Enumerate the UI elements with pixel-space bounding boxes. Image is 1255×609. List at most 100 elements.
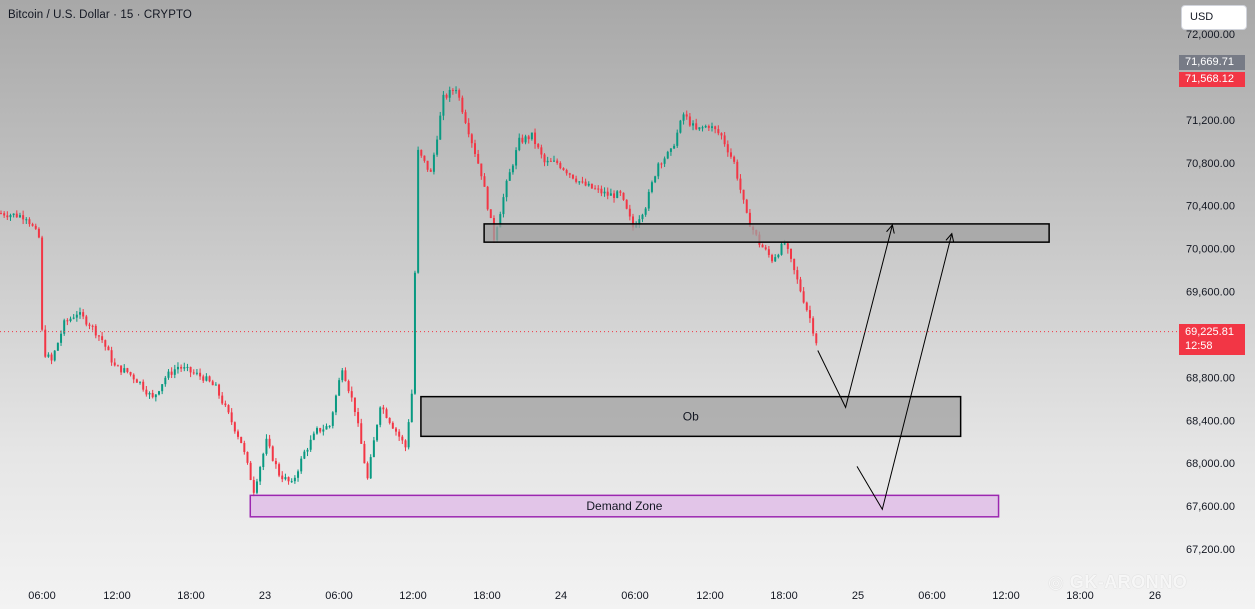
candle-body: [537, 144, 540, 148]
candle-body: [395, 428, 397, 432]
candle-body: [647, 191, 650, 209]
candle-body: [338, 380, 341, 396]
candle-body: [707, 126, 710, 128]
candle-body: [186, 366, 189, 368]
candle-body: [603, 191, 606, 194]
x-tick-label: 06:00: [918, 590, 946, 602]
candle-body: [237, 431, 239, 437]
candle-body: [571, 174, 574, 179]
candle-body: [132, 374, 135, 380]
candle-body: [319, 428, 322, 432]
bar-countdown: 12:58: [1185, 340, 1213, 352]
candle-body: [176, 366, 179, 370]
candle-body: [802, 291, 805, 303]
candle-body: [559, 162, 562, 169]
candle-body: [698, 127, 701, 130]
candle-body: [135, 379, 138, 383]
ob-zone-label: Ob: [683, 409, 699, 423]
candle-body: [69, 318, 72, 322]
y-tick-label: 68,400.00: [1186, 415, 1235, 427]
candle-body: [407, 422, 410, 448]
candle-body: [113, 362, 116, 366]
candle-body: [101, 336, 104, 341]
candle-body: [505, 180, 508, 198]
candle-body: [676, 132, 679, 146]
candle-body: [9, 215, 12, 218]
candle-body: [316, 428, 318, 434]
y-tick-label: 70,000.00: [1186, 244, 1235, 256]
candle-body: [736, 161, 739, 179]
candle-body: [230, 412, 233, 423]
candle-body: [616, 191, 619, 198]
candle-body: [170, 371, 173, 375]
y-tick-label: 68,800.00: [1186, 372, 1235, 384]
x-tick-label: 12:00: [992, 590, 1020, 602]
candle-body: [720, 133, 723, 136]
candle-body: [15, 213, 18, 218]
candle-body: [97, 335, 100, 337]
candle-body: [322, 429, 325, 432]
candle-body: [543, 154, 546, 163]
candle-body: [353, 397, 356, 413]
x-tick-label: 12:00: [399, 590, 427, 602]
candle-body: [723, 135, 726, 145]
candle-body: [546, 160, 549, 163]
candle-body: [790, 248, 792, 259]
projection-arrow: [817, 225, 893, 409]
candle-body: [540, 147, 543, 155]
zones: Ob Demand Zone: [249, 223, 1050, 518]
candle-body: [641, 214, 644, 220]
candle-body: [622, 192, 625, 200]
candle-body: [129, 372, 132, 375]
candle-body: [120, 365, 123, 373]
x-tick-label: 06:00: [28, 590, 56, 602]
candle-body: [252, 479, 255, 493]
candle-body: [553, 160, 555, 162]
candle-body: [426, 160, 429, 170]
candle-body: [274, 460, 277, 465]
candle-body: [12, 213, 15, 216]
y-tick-label: 67,200.00: [1186, 544, 1235, 556]
time-axis: 06:00 12:00 18:00 23 06:00 12:00 18:00 24 06:00 1…: [28, 590, 1161, 602]
candle-body: [382, 407, 385, 410]
symbol-title: Bitcoin / U.S. Dollar · 15 · CRYPTO: [8, 9, 192, 21]
candle-body: [25, 219, 28, 221]
candle-body: [420, 149, 423, 156]
candle-body: [199, 372, 202, 377]
candle-body: [208, 376, 211, 382]
candle-body: [597, 188, 600, 190]
candle-body: [458, 90, 461, 98]
candle-body: [341, 370, 344, 381]
candle-body: [376, 424, 379, 441]
currency-button[interactable]: USD: [1181, 5, 1247, 30]
candle-body: [442, 94, 445, 116]
candle-body: [673, 145, 676, 149]
y-tick-label: 71,200.00: [1186, 115, 1235, 127]
candle-body: [300, 458, 303, 472]
ob-zone: [420, 395, 962, 438]
candle-body: [771, 254, 774, 262]
candle-body: [142, 381, 145, 390]
candle-body: [477, 153, 480, 164]
candle-body: [243, 442, 246, 452]
candle-body: [350, 391, 353, 398]
candle-body: [334, 395, 337, 413]
candle-body: [805, 302, 808, 311]
candle-body: [167, 371, 170, 378]
candle-body: [31, 224, 34, 226]
resistance-zone: [483, 223, 1050, 243]
x-tick-label: 18:00: [770, 590, 798, 602]
candle-body: [56, 342, 59, 351]
candle-body: [594, 188, 597, 190]
candle-body: [682, 114, 685, 121]
candle-body: [3, 213, 6, 216]
x-tick-label: 18:00: [473, 590, 501, 602]
candle-body: [44, 329, 47, 357]
candle-body: [711, 126, 713, 128]
candle-body: [650, 182, 653, 192]
candle-body: [764, 247, 767, 250]
candle-body: [489, 209, 492, 219]
candle-body: [666, 151, 669, 159]
candle-body: [259, 467, 262, 482]
